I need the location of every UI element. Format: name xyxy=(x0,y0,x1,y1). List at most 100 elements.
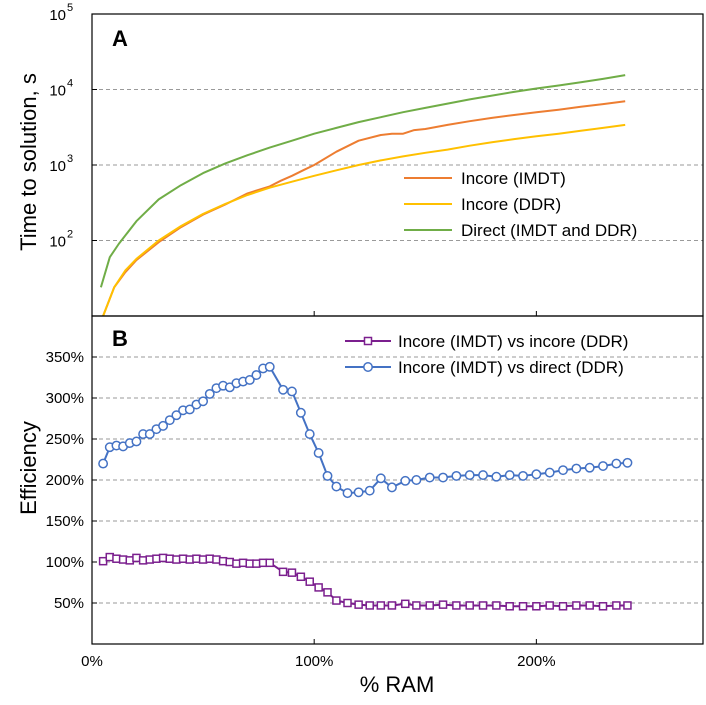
legend-b-marker-1 xyxy=(363,362,373,372)
series-b-marker-0-34 xyxy=(354,600,363,609)
series-b-marker-0-30 xyxy=(314,583,323,592)
series-b-marker-1-55 xyxy=(622,457,633,468)
series-b-marker-1-49 xyxy=(544,467,555,478)
series-a-line-0 xyxy=(102,100,626,317)
series-b-line-0 xyxy=(102,556,628,608)
series-b-marker-0-33 xyxy=(343,598,352,608)
panel-a-legend: Incore (IMDT) Incore (DDR) Direct (IMDT an… xyxy=(404,169,637,240)
series-b-marker-1-43 xyxy=(464,470,475,481)
y-tick-label-b-3: 200% xyxy=(46,472,84,489)
legend-b-label-0: Incore (IMDT) vs incore (DDR) xyxy=(398,332,628,351)
series-b-marker-1-46 xyxy=(504,470,515,481)
series-b-marker-0-36 xyxy=(376,601,386,610)
series-b-marker-1-40 xyxy=(424,472,435,483)
series-b-marker-1-35 xyxy=(364,485,375,496)
x-tick-label-2: 200% xyxy=(517,653,555,670)
series-b-marker-0-37 xyxy=(387,601,397,610)
series-b-marker-0-28 xyxy=(296,572,306,582)
y-tick-exponent-a-0: 2 xyxy=(67,229,73,241)
series-b-marker-1-23 xyxy=(251,370,262,380)
series-b-marker-1-25 xyxy=(264,361,275,372)
series-b-marker-1-22 xyxy=(244,375,255,385)
series-b-marker-1-41 xyxy=(438,472,448,483)
series-b-marker-1-45 xyxy=(491,471,502,482)
x-axis-title: % RAM xyxy=(360,672,435,697)
series-b-marker-1-33 xyxy=(342,488,353,499)
legend-a-label-1: Incore (DDR) xyxy=(461,195,561,214)
series-b-marker-1-28 xyxy=(295,407,306,418)
series-b-marker-1-54 xyxy=(611,458,622,469)
series-b-marker-1-47 xyxy=(518,470,528,481)
y-tick-label-b-5: 300% xyxy=(46,390,84,407)
series-b-marker-0-47 xyxy=(518,602,528,611)
y-tick-exponent-a-2: 4 xyxy=(67,78,73,90)
panel-b-y-axis-title: Efficiency xyxy=(16,421,41,515)
series-b-marker-0-42 xyxy=(452,601,461,610)
series-b-marker-0-50 xyxy=(558,602,568,611)
series-b-marker-0-26 xyxy=(278,567,288,577)
y-tick-label-b-6: 350% xyxy=(46,349,84,366)
series-b-marker-1-37 xyxy=(386,482,397,493)
series-b-marker-0-29 xyxy=(305,577,314,586)
series-b-marker-0-48 xyxy=(532,602,541,611)
y-tick-label-a-1: 10 xyxy=(49,158,66,175)
y-tick-exponent-a-3: 5 xyxy=(67,2,73,14)
series-b-marker-1-50 xyxy=(558,465,568,476)
series-b-marker-1-30 xyxy=(313,447,324,458)
legend-a-label-0: Incore (IMDT) xyxy=(461,169,566,188)
y-tick-label-b-1: 100% xyxy=(46,554,84,571)
series-b-marker-0-52 xyxy=(585,601,594,610)
panel-b-series xyxy=(98,361,633,611)
series-b-marker-0-40 xyxy=(425,601,434,610)
series-b-marker-1-31 xyxy=(322,470,333,481)
series-b-marker-1-53 xyxy=(598,461,608,472)
series-b-marker-0-45 xyxy=(492,601,501,610)
series-b-marker-1-39 xyxy=(411,475,422,485)
series-b-marker-1-15 xyxy=(198,396,209,407)
series-b-marker-1-26 xyxy=(278,384,289,395)
series-b-marker-1-13 xyxy=(184,404,195,415)
series-b-marker-0-44 xyxy=(478,601,488,610)
series-b-marker-1-51 xyxy=(571,463,582,474)
series-b-marker-1-34 xyxy=(353,487,364,498)
y-tick-exponent-a-1: 3 xyxy=(67,153,73,165)
series-b-marker-0-41 xyxy=(438,600,448,609)
panel-a-y-axis-title: Time to solution, s xyxy=(16,73,41,251)
series-b-marker-0-54 xyxy=(612,601,621,610)
series-b-marker-0-32 xyxy=(332,596,341,605)
y-tick-label-b-0: 50% xyxy=(54,595,84,612)
series-b-marker-1-27 xyxy=(287,386,297,397)
series-b-marker-0-53 xyxy=(598,602,608,611)
series-b-marker-1-42 xyxy=(451,470,462,481)
series-b-marker-1-52 xyxy=(584,462,595,473)
legend-a-label-2: Direct (IMDT and DDR) xyxy=(461,221,637,240)
series-b-marker-0-31 xyxy=(323,588,332,597)
series-b-marker-1-44 xyxy=(478,470,488,481)
panel-a-series xyxy=(99,74,626,317)
y-tick-label-a-3: 10 xyxy=(49,7,66,24)
series-b-marker-1-5 xyxy=(131,436,142,447)
series-b-marker-1-10 xyxy=(164,415,175,426)
series-b-marker-0-46 xyxy=(505,602,514,611)
panel-b-frame xyxy=(91,315,704,645)
series-b-marker-1-36 xyxy=(375,473,386,484)
series-b-marker-0-25 xyxy=(265,558,274,568)
series-b-marker-0-38 xyxy=(401,599,410,609)
panel-a-gridlines xyxy=(92,89,703,241)
x-tick-label-1: 100% xyxy=(295,653,333,670)
y-tick-label-a-0: 10 xyxy=(49,234,66,251)
panel-b-ticks: 50% 100% 150% 200% 250% 300% 350% 0% 100% 200% xyxy=(46,349,556,670)
y-tick-label-b-4: 250% xyxy=(46,431,84,448)
legend-b-label-1: Incore (IMDT) vs direct (DDR) xyxy=(398,358,624,377)
panel-b-gridlines xyxy=(92,356,703,604)
series-b-marker-1-9 xyxy=(158,420,169,431)
series-b-marker-0-55 xyxy=(623,601,632,610)
series-b-marker-1-16 xyxy=(204,388,215,399)
series-b-marker-0-51 xyxy=(572,601,581,610)
panel-b-label: B xyxy=(112,326,128,351)
series-b-marker-0-27 xyxy=(287,568,297,577)
series-b-marker-1-7 xyxy=(144,429,155,440)
